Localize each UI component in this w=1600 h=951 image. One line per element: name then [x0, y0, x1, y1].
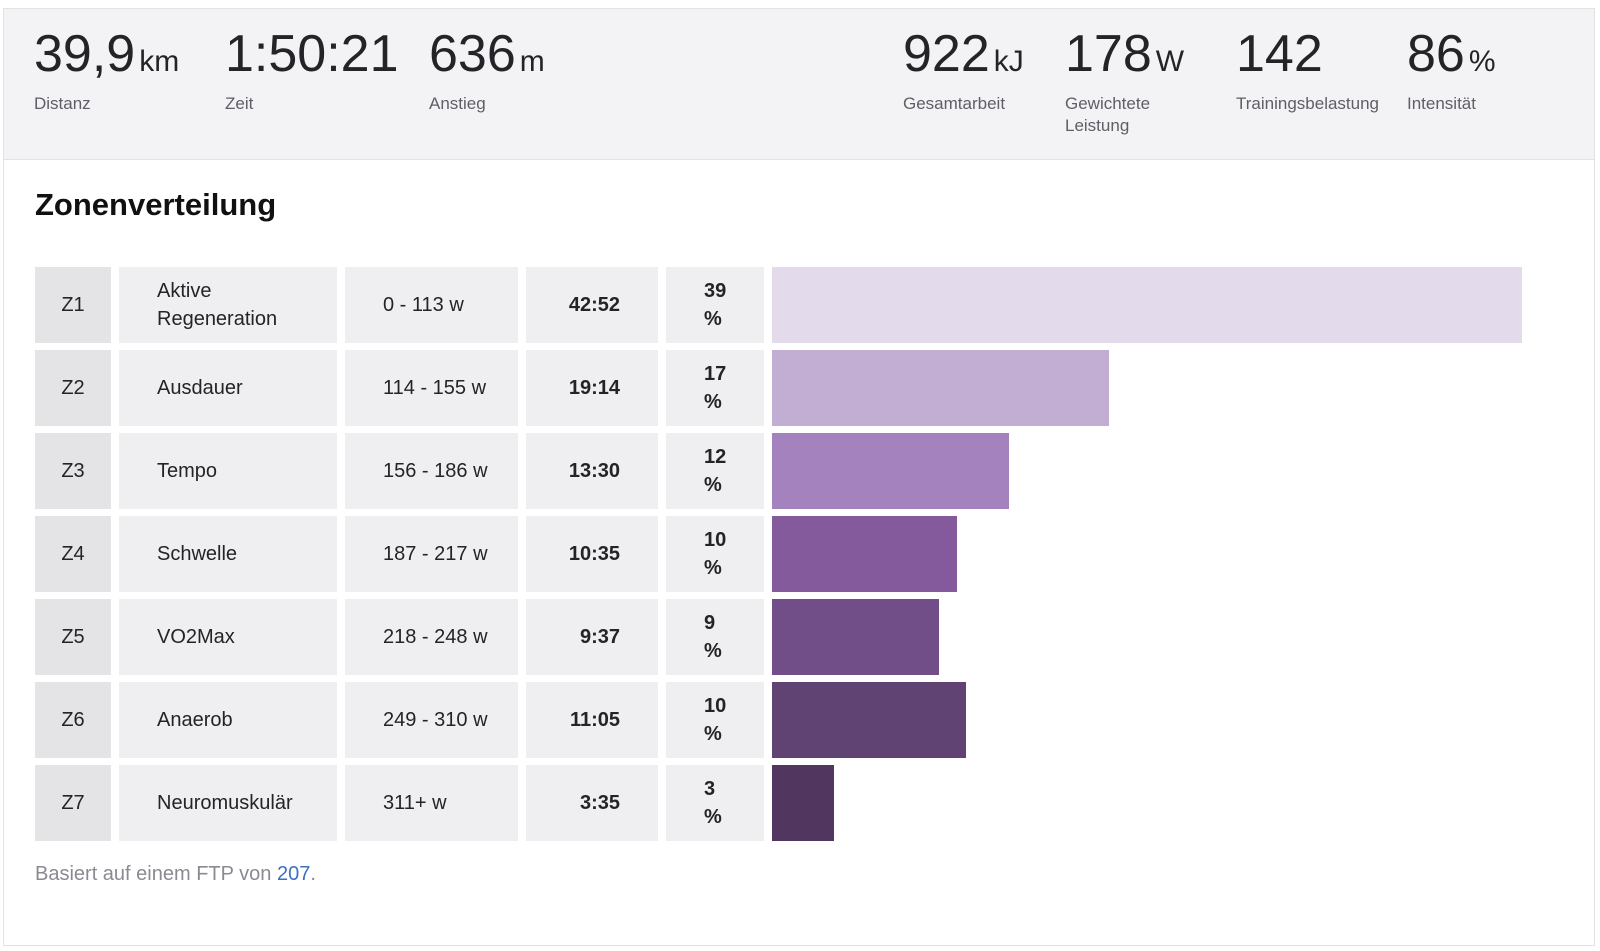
zone-label: Z7 — [35, 765, 111, 841]
zone-percent: 12 % — [666, 433, 764, 509]
zone-power-range: 114 - 155 w — [345, 350, 518, 426]
stat-value: 1:50:21 — [225, 25, 399, 83]
stat-value: 178 — [1065, 25, 1152, 83]
zone-name: Neuromuskulär — [119, 765, 337, 841]
section-title: Zonenverteilung — [35, 187, 277, 222]
zone-power-range: 187 - 217 w — [345, 516, 518, 592]
stat-value: 636 — [429, 25, 516, 83]
zone-name: Aktive Regeneration — [119, 267, 337, 343]
zone-label: Z5 — [35, 599, 111, 675]
zone-bar — [772, 433, 1009, 509]
ftp-note: Basiert auf einem FTP von 207. — [35, 863, 316, 886]
zone-bar — [772, 599, 939, 675]
zone-bar — [772, 765, 834, 841]
stat-label: Gesamtarbeit — [903, 94, 1006, 113]
zone-percent: 17 % — [666, 350, 764, 426]
stat-value: 86 — [1407, 25, 1465, 83]
stat-time: 1:50:21 Zeit — [225, 23, 403, 115]
zone-percent: 10 % — [666, 682, 764, 758]
zone-power-range: 249 - 310 w — [345, 682, 518, 758]
zone-percent: 9 % — [666, 599, 764, 675]
zone-label: Z2 — [35, 350, 111, 426]
zone-label: Z6 — [35, 682, 111, 758]
zone-label: Z4 — [35, 516, 111, 592]
zone-power-range: 218 - 248 w — [345, 599, 518, 675]
zone-percent: 3 % — [666, 765, 764, 841]
zone-percent: 39 % — [666, 267, 764, 343]
zone-name: Ausdauer — [119, 350, 337, 426]
stat-label: Trainingsbelastung — [1236, 94, 1380, 113]
stat-total-work: 922 kJ Gesamtarbeit — [903, 23, 1063, 115]
zone-label: Z1 — [35, 267, 111, 343]
zone-bar — [772, 682, 966, 758]
ftp-note-suffix: . — [310, 863, 316, 885]
stat-label: Zeit — [225, 94, 254, 113]
stat-label: Distanz — [34, 94, 91, 113]
zone-percent: 10 % — [666, 516, 764, 592]
zone-power-range: 156 - 186 w — [345, 433, 518, 509]
ftp-link[interactable]: 207 — [276, 863, 311, 885]
zone-time: 42:52 — [526, 267, 658, 343]
stat-value: 922 — [903, 25, 990, 83]
zone-time: 3:35 — [526, 765, 658, 841]
zone-time: 19:14 — [526, 350, 658, 426]
zone-label: Z3 — [35, 433, 111, 509]
stat-intensity: 86% Intensität — [1407, 23, 1567, 115]
zone-power-range: 0 - 113 w — [345, 267, 518, 343]
stat-label: Gewichtete Leistung — [1065, 94, 1151, 135]
zone-power-range: 311+ w — [345, 765, 518, 841]
stat-value: 39,9 — [34, 25, 136, 83]
stat-label: Intensität — [1407, 94, 1476, 113]
stat-unit: W — [1155, 45, 1185, 78]
stat-weighted-power: 178 W Gewichtete Leistung — [1065, 23, 1184, 137]
zone-name: Schwelle — [119, 516, 337, 592]
stat-value: 142 — [1236, 25, 1323, 83]
zone-bar — [772, 516, 957, 592]
stat-distance: 39,9 km Distanz — [34, 23, 194, 115]
stat-unit: % — [1468, 45, 1496, 78]
stats-header: 39,9 km Distanz 1:50:21 Zeit 636 m Anstieg… — [4, 9, 1594, 160]
stat-unit: m — [519, 45, 545, 78]
zone-time: 11:05 — [526, 682, 658, 758]
zone-name: Tempo — [119, 433, 337, 509]
stat-training-load: 142 Trainingsbelastung — [1236, 23, 1396, 115]
zone-bar — [772, 267, 1522, 343]
zone-time: 13:30 — [526, 433, 658, 509]
zone-time: 10:35 — [526, 516, 658, 592]
zone-time: 9:37 — [526, 599, 658, 675]
stat-label: Anstieg — [429, 94, 486, 113]
zone-name: Anaerob — [119, 682, 337, 758]
stat-unit: km — [139, 45, 180, 78]
stat-unit: kJ — [993, 45, 1024, 78]
zone-bar — [772, 350, 1109, 426]
ride-summary-card: 39,9 km Distanz 1:50:21 Zeit 636 m Anstieg… — [3, 8, 1595, 946]
stat-elevation: 636 m Anstieg — [429, 23, 589, 115]
ftp-note-text: Basiert auf einem FTP von — [35, 863, 277, 885]
zone-name: VO2Max — [119, 599, 337, 675]
